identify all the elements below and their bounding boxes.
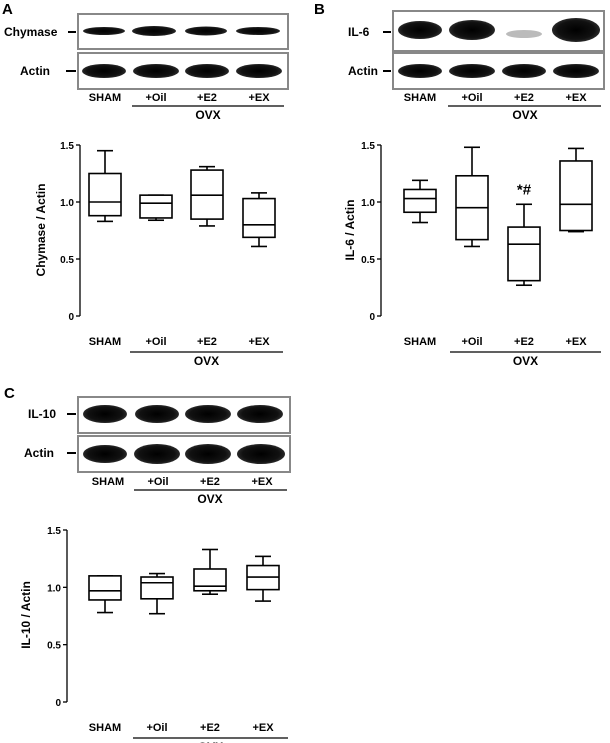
blot-group-label: OVX — [195, 108, 220, 122]
blot-band — [83, 27, 125, 35]
blot-band — [449, 64, 495, 78]
box-iqr — [140, 576, 174, 600]
blot-label-target: IL-10 — [28, 407, 56, 421]
box-plot-il10: IL-10 / Actin 0 0.5 1.0 1.5 SHAM +Oil +E2 +EX OV… — [19, 526, 288, 743]
y-tick-label: 0 — [369, 312, 375, 323]
blot-group-label: OVX — [512, 108, 537, 122]
blot-lane-label: +Oil — [145, 92, 166, 104]
blot-band — [502, 64, 546, 78]
x-category-label: +Oil — [146, 722, 167, 734]
y-axis-title: Chymase / Actin — [34, 184, 48, 277]
western-blot: IL-6 Actin SHAM +Oil +E2 +EX OVX — [348, 10, 605, 122]
y-axis-title: IL-6 / Actin — [343, 200, 357, 261]
panel-a: A Chymase Actin SHAM +Oil +E2 +EX OVX Ch… — [2, 1, 289, 368]
x-category-label: +Oil — [461, 336, 482, 348]
panel-letter: C — [4, 385, 15, 402]
panel-letter: B — [314, 1, 325, 18]
blot-label-actin: Actin — [348, 64, 378, 78]
y-tick-label: 0 — [55, 698, 61, 709]
blot-band — [185, 64, 229, 78]
blot-lane-label: +EX — [565, 92, 587, 104]
box-iqr — [88, 575, 122, 601]
x-category-label: +E2 — [197, 336, 217, 348]
blot-band — [237, 444, 285, 464]
blot-label-target: IL-6 — [348, 25, 370, 39]
blot-lane-label: SHAM — [89, 92, 121, 104]
blot-band — [185, 26, 227, 36]
blot-lane-label: SHAM — [404, 92, 436, 104]
y-tick-label: 1.5 — [60, 141, 74, 152]
y-tick-label: 0.5 — [60, 255, 74, 266]
blot-band — [133, 64, 179, 78]
blot-band — [552, 18, 600, 42]
blot-band — [82, 64, 126, 78]
blot-band — [185, 405, 231, 423]
x-category-label: SHAM — [89, 722, 121, 734]
blot-label-actin: Actin — [20, 64, 50, 78]
box-iqr — [403, 188, 437, 214]
blot-band — [134, 444, 180, 464]
blot-lane-label: +Oil — [147, 476, 168, 488]
blot-band — [398, 21, 442, 39]
x-group-label: OVX — [513, 354, 538, 368]
box-iqr — [139, 194, 173, 219]
box-iqr — [88, 172, 122, 217]
blot-lane-label: +EX — [251, 476, 273, 488]
panel-b: B IL-6 Actin SHAM +Oil +E2 +EX OVX IL-6 … — [314, 1, 605, 368]
blot-band — [553, 64, 599, 78]
western-blot: IL-10 Actin SHAM +Oil +E2 +EX OVX — [24, 396, 291, 506]
x-category-label: SHAM — [404, 336, 436, 348]
blot-band — [236, 27, 280, 35]
blot-lane-label: +EX — [248, 92, 270, 104]
y-tick-label: 1.5 — [361, 141, 375, 152]
blot-band — [83, 405, 127, 423]
significance-marker: *# — [517, 181, 532, 198]
blot-lane-label: +E2 — [197, 92, 217, 104]
western-blot: Chymase Actin SHAM +Oil +E2 +EX OVX — [4, 13, 289, 122]
x-category-label: +EX — [565, 336, 587, 348]
blot-lane-label: +Oil — [461, 92, 482, 104]
x-category-label: +E2 — [514, 336, 534, 348]
panel-c: C IL-10 Actin SHAM +Oil +E2 +EX OVX IL-1… — [4, 385, 291, 743]
y-tick-label: 1.0 — [361, 198, 375, 209]
box-plot-chymase: Chymase / Actin 0 0.5 1.0 1.5 SHAM +Oil +E2 +EX… — [34, 141, 283, 368]
y-tick-label: 0.5 — [361, 255, 375, 266]
blot-band — [185, 444, 231, 464]
blot-band — [132, 26, 176, 36]
blot-band — [398, 64, 442, 78]
box-iqr — [507, 226, 541, 282]
y-tick-label: 0 — [68, 312, 74, 323]
x-group-label: OVX — [198, 740, 223, 743]
blot-lane-label: +E2 — [514, 92, 534, 104]
blot-band — [449, 20, 495, 40]
blot-band — [83, 445, 127, 463]
x-category-label: SHAM — [89, 336, 121, 348]
blot-band — [237, 405, 283, 423]
blot-band — [236, 64, 282, 78]
blot-group-label: OVX — [197, 492, 222, 506]
blot-lane-label: +E2 — [200, 476, 220, 488]
y-tick-label: 1.0 — [60, 198, 74, 209]
y-axis-title: IL-10 / Actin — [19, 581, 33, 649]
x-category-label: +E2 — [200, 722, 220, 734]
panel-letter: A — [2, 1, 13, 18]
box-iqr — [193, 568, 227, 592]
x-group-label: OVX — [194, 354, 219, 368]
y-tick-label: 1.0 — [47, 583, 61, 594]
y-tick-label: 0.5 — [47, 641, 61, 652]
box-plot-il6: IL-6 / Actin 0 0.5 1.0 1.5 SHAM +Oil +E2 +EX *# O… — [343, 141, 601, 368]
blot-band — [506, 30, 542, 38]
blot-lane-label: SHAM — [92, 476, 124, 488]
x-category-label: +EX — [252, 722, 274, 734]
box-iqr — [242, 197, 276, 239]
box-iqr — [559, 160, 593, 232]
x-category-label: +Oil — [145, 336, 166, 348]
y-tick-label: 1.5 — [47, 526, 61, 537]
blot-band — [135, 405, 179, 423]
blot-label-actin: Actin — [24, 446, 54, 460]
x-category-label: +EX — [248, 336, 270, 348]
blot-label-target: Chymase — [4, 25, 58, 39]
